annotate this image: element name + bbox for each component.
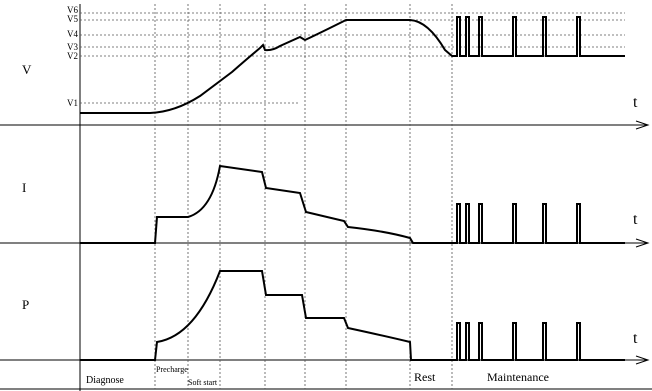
voltage-curve (80, 16, 625, 114)
p-time-label: t (633, 330, 638, 347)
phase-label-soft-start: Soft start (188, 378, 218, 387)
p-panel-label: P (22, 297, 29, 312)
v5-label: V5 (67, 14, 78, 24)
phase-label-rest: Rest (414, 370, 436, 384)
v2-label: V2 (67, 51, 78, 61)
v-axis-arrowhead (635, 120, 650, 130)
phase-label-precharge: Precharge (156, 365, 188, 374)
power-curve (80, 270, 625, 361)
panel-axes (0, 4, 652, 391)
v3-label: V3 (67, 42, 78, 52)
v1-label: V1 (67, 98, 78, 108)
i-axis-arrowhead (635, 238, 650, 248)
i-panel-label: I (22, 180, 26, 195)
v6-label: V6 (67, 5, 78, 15)
phase-dividers (154, 4, 453, 389)
phase-label-maintenance: Maintenance (487, 370, 549, 384)
v-time-label: t (633, 94, 638, 111)
v-panel-label: V (22, 62, 32, 77)
i-time-label: t (633, 211, 638, 228)
phase-label-diagnose: Diagnose (86, 375, 124, 386)
current-curve (80, 164, 625, 244)
p-axis-arrowhead (635, 355, 650, 365)
v4-label: V4 (67, 29, 78, 39)
